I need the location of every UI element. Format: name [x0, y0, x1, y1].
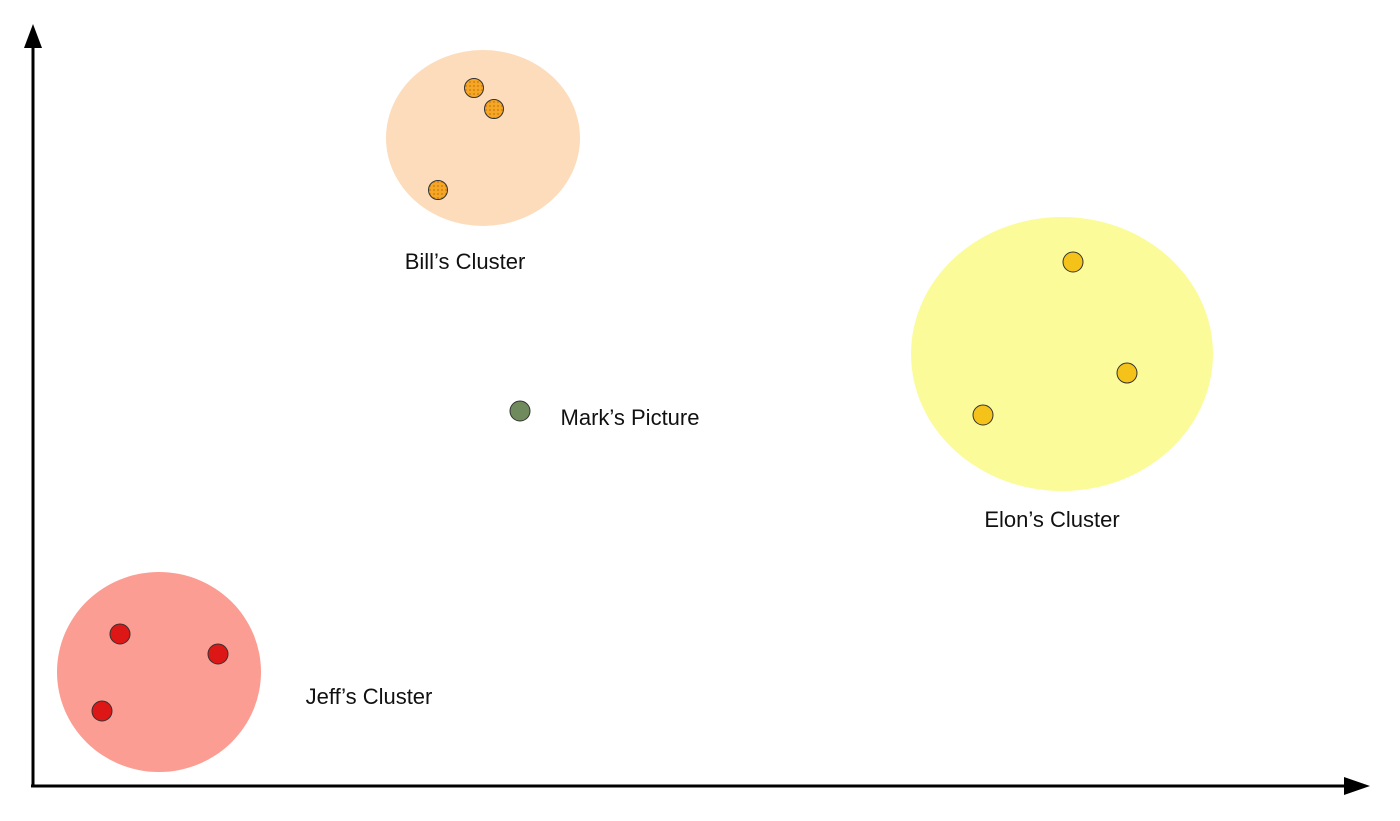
query-point-label: Mark’s Picture	[561, 405, 700, 430]
cluster-elon-point	[972, 404, 994, 426]
cluster-bill: Bill’s Cluster	[386, 50, 580, 274]
cluster-elon: Elon’s Cluster	[911, 217, 1213, 532]
cluster-jeff-region	[57, 572, 261, 772]
cluster-jeff-point	[91, 700, 113, 722]
cluster-bill-point	[428, 180, 448, 200]
cluster-jeff-point	[207, 643, 229, 665]
y-axis-arrow-icon	[24, 24, 42, 48]
cluster-bill-region	[386, 50, 580, 226]
axes	[24, 24, 1370, 795]
cluster-elon-label: Elon’s Cluster	[984, 507, 1119, 532]
query-point-mark: Mark’s Picture	[509, 400, 700, 430]
cluster-bill-point	[464, 78, 484, 98]
cluster-bill-label: Bill’s Cluster	[405, 249, 526, 274]
query-point	[509, 400, 531, 422]
cluster-jeff-label: Jeff’s Cluster	[306, 684, 433, 709]
cluster-jeff-point	[109, 623, 131, 645]
cluster-elon-point	[1062, 251, 1084, 273]
cluster-jeff: Jeff’s Cluster	[57, 572, 432, 772]
x-axis-arrow-icon	[1344, 777, 1370, 795]
cluster-bill-point	[484, 99, 504, 119]
cluster-elon-region	[911, 217, 1213, 491]
cluster-elon-point	[1116, 362, 1138, 384]
